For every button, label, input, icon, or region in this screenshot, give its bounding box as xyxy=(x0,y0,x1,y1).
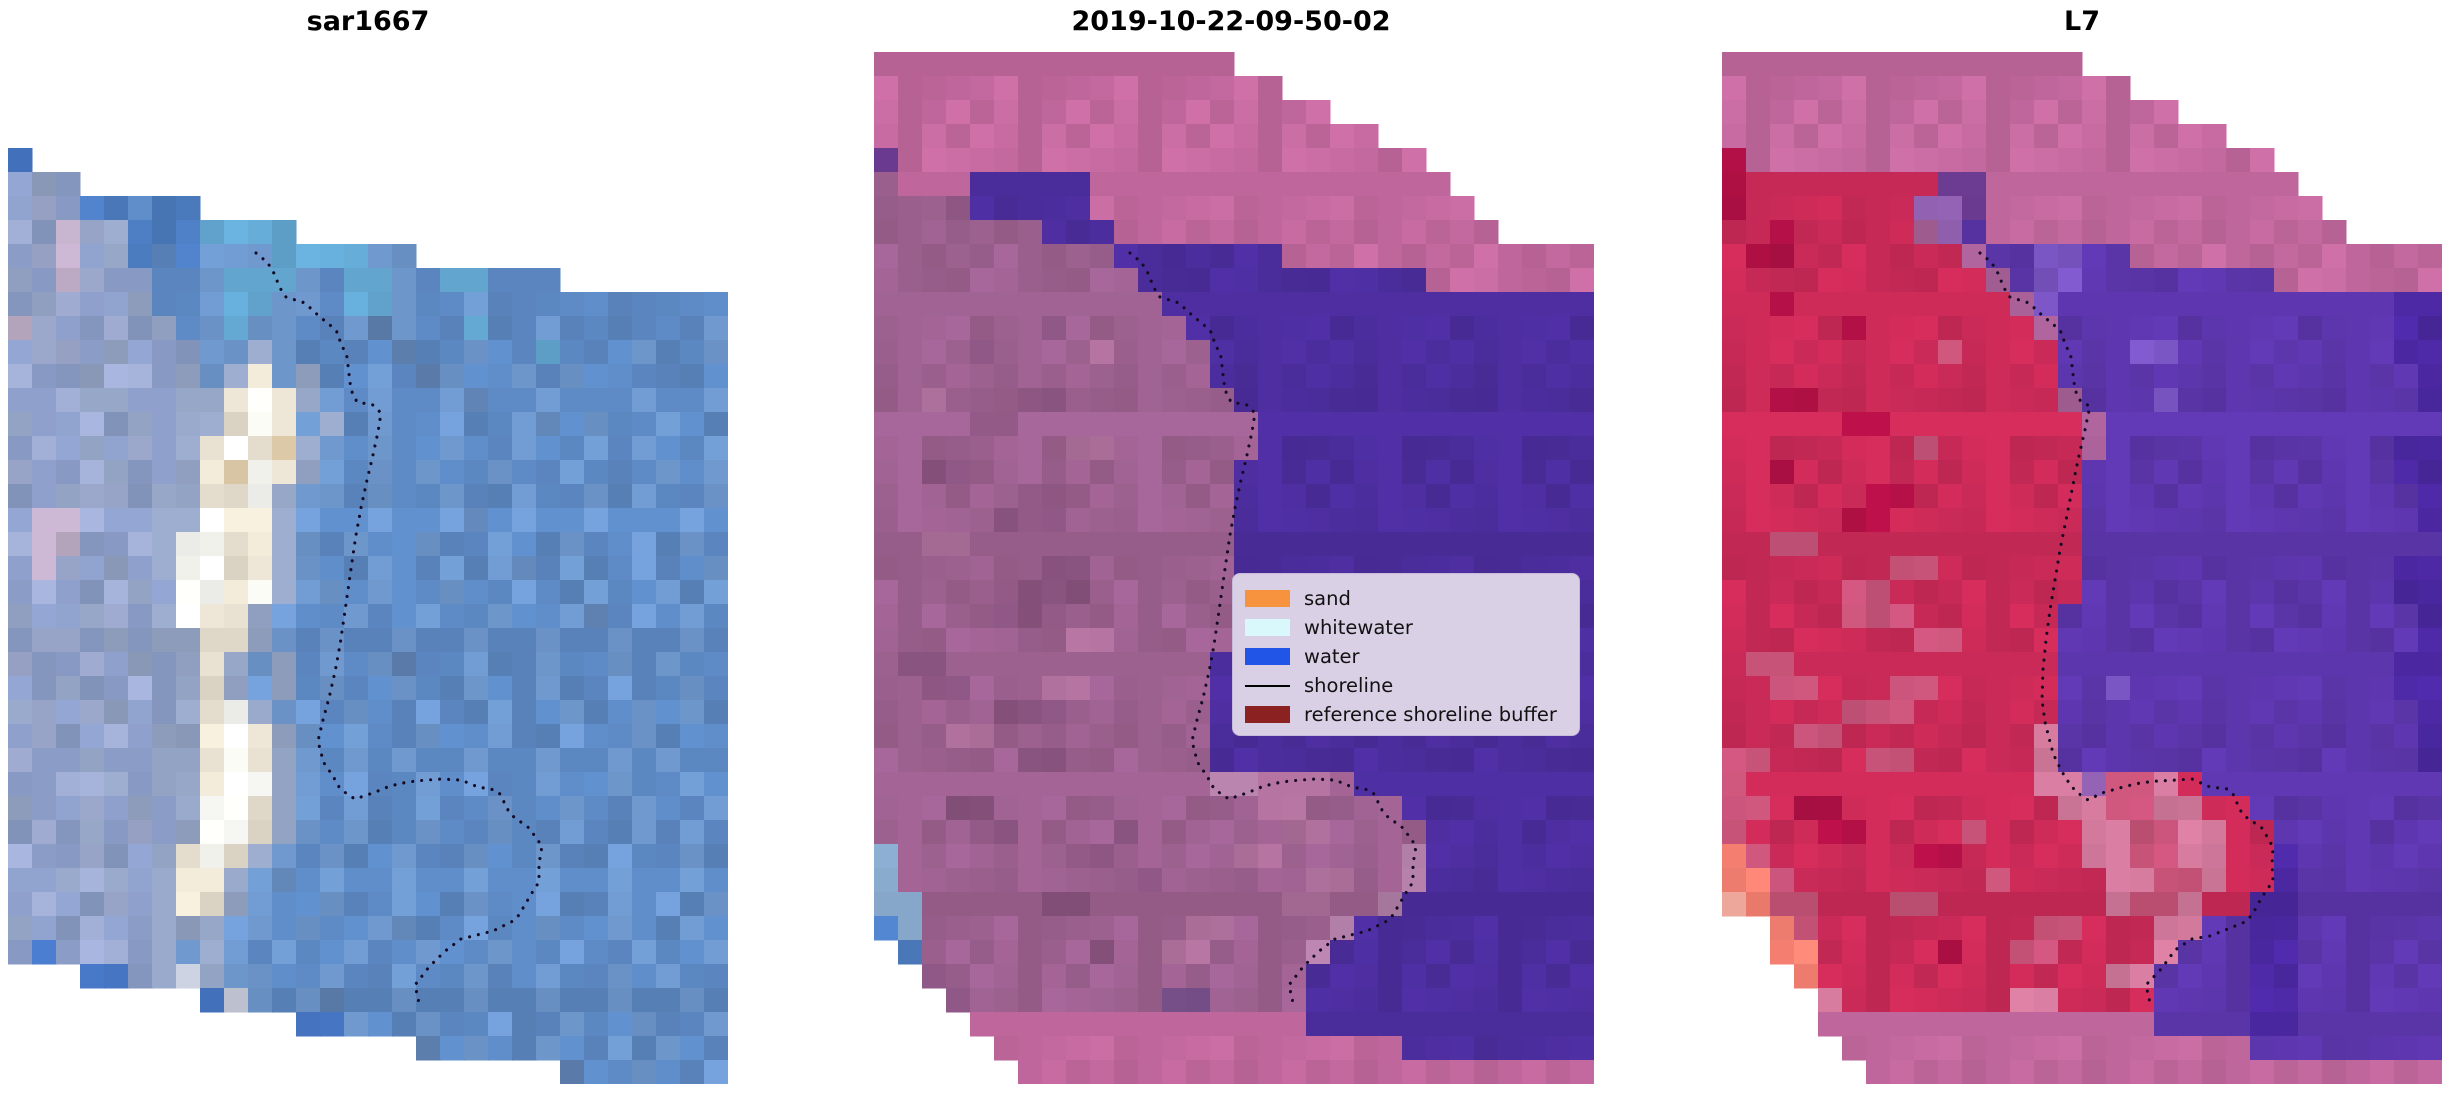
panel-title-date: 2019-10-22-09-50-02 xyxy=(1071,6,1391,37)
water-swatch-icon xyxy=(1245,648,1290,665)
sar-image xyxy=(8,148,728,1084)
reference-buffer-swatch-icon xyxy=(1245,706,1290,723)
l7-image xyxy=(1722,52,2442,1084)
panel-title-l7: L7 xyxy=(2064,6,2100,37)
sand-swatch-icon xyxy=(1245,590,1290,607)
legend-item-whitewater: whitewater xyxy=(1245,613,1565,642)
legend-label: reference shoreline buffer xyxy=(1304,703,1557,726)
legend-item-sand: sand xyxy=(1245,584,1565,613)
legend-label: sand xyxy=(1304,587,1351,610)
whitewater-swatch-icon xyxy=(1245,619,1290,636)
panel-title-sar1667: sar1667 xyxy=(306,6,430,37)
legend-box: sand whitewater water shoreline referenc… xyxy=(1232,573,1580,736)
classified-image xyxy=(874,52,1594,1084)
legend-item-water: water xyxy=(1245,642,1565,671)
shoreline-line-icon xyxy=(1245,684,1290,687)
legend-label: whitewater xyxy=(1304,616,1413,639)
legend-label: shoreline xyxy=(1304,674,1394,697)
legend-label: water xyxy=(1304,645,1360,668)
legend-item-shoreline: shoreline xyxy=(1245,671,1565,700)
legend-item-reference-buffer: reference shoreline buffer xyxy=(1245,700,1565,729)
